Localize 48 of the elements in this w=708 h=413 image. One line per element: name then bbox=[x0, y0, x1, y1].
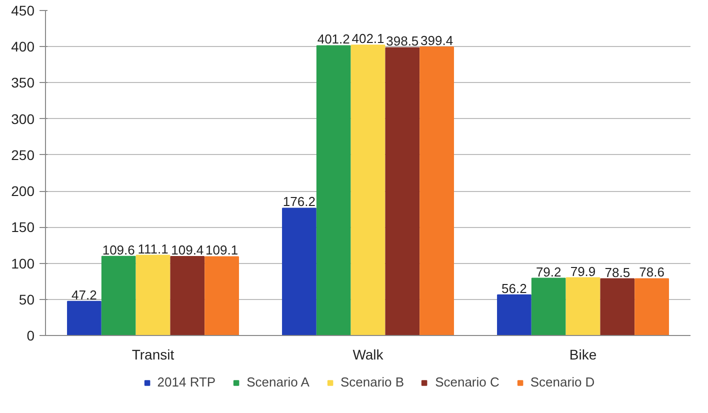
data-label: 79.2 bbox=[536, 264, 562, 280]
y-tick-label: 300 bbox=[11, 110, 35, 127]
bar bbox=[282, 208, 316, 336]
bar bbox=[566, 277, 600, 336]
bar bbox=[204, 256, 239, 336]
bar bbox=[600, 278, 635, 336]
bar bbox=[67, 300, 102, 336]
legend-label: 2014 RTP bbox=[157, 374, 216, 390]
y-tick-label: 50 bbox=[18, 291, 35, 308]
bar bbox=[420, 46, 454, 336]
x-tick-label: Bike bbox=[569, 346, 597, 362]
data-label: 111.1 bbox=[138, 241, 168, 256]
data-label: 109.1 bbox=[206, 242, 238, 258]
data-label: 109.6 bbox=[102, 242, 135, 258]
y-tick-label: 250 bbox=[11, 146, 35, 163]
bar bbox=[634, 278, 669, 336]
data-label: 79.9 bbox=[570, 264, 596, 279]
bar bbox=[531, 278, 566, 336]
bar bbox=[136, 254, 170, 336]
data-label: 109.4 bbox=[171, 242, 204, 258]
data-label: 78.5 bbox=[604, 264, 630, 280]
y-tick-label: 450 bbox=[11, 2, 35, 18]
y-tick-label: 150 bbox=[11, 219, 35, 236]
legend-label: Scenario C bbox=[435, 374, 500, 390]
legend-label: Scenario D bbox=[530, 374, 595, 390]
bar bbox=[170, 256, 205, 336]
y-tick-label: 100 bbox=[11, 255, 35, 272]
data-label: 56.2 bbox=[502, 280, 527, 296]
data-label: 176.2 bbox=[282, 194, 316, 210]
data-label: 399.4 bbox=[420, 33, 454, 48]
data-label: 401.2 bbox=[317, 32, 350, 47]
bar bbox=[497, 294, 532, 336]
x-tick-label: Walk bbox=[352, 346, 384, 362]
x-tick-label: Transit bbox=[132, 346, 174, 362]
y-tick-label: 400 bbox=[11, 38, 35, 55]
bar bbox=[101, 256, 136, 336]
y-tick-label: 350 bbox=[11, 74, 35, 91]
legend-label: Scenario A bbox=[246, 374, 310, 390]
data-label: 47.2 bbox=[72, 287, 97, 302]
data-label: 402.1 bbox=[352, 31, 384, 46]
bar bbox=[316, 45, 351, 336]
data-label: 398.5 bbox=[386, 34, 419, 49]
bar bbox=[350, 44, 386, 336]
data-label: 78.6 bbox=[639, 264, 664, 280]
legend-label: Scenario B bbox=[340, 374, 404, 390]
bar bbox=[385, 47, 420, 336]
y-tick-label: 200 bbox=[11, 183, 35, 200]
y-tick-label: 0 bbox=[26, 328, 35, 344]
